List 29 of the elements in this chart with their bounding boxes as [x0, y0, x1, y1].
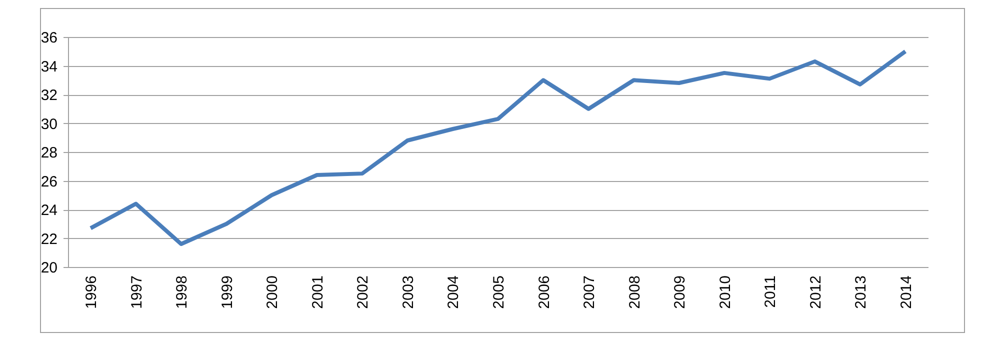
x-tick-label: 2014	[898, 276, 915, 309]
y-tick-label: 20	[40, 260, 58, 276]
x-tick-label: 2003	[400, 276, 417, 309]
x-tick-label: 2004	[445, 276, 462, 309]
x-tick-label: 2012	[807, 276, 824, 309]
y-tick-label: 28	[40, 144, 58, 162]
x-tick-label: 1999	[218, 276, 236, 309]
y-tick-label: 34	[40, 58, 58, 76]
x-tick-label: 1998	[174, 276, 191, 309]
x-tick-label: 2006	[536, 276, 553, 309]
x-tick-label: 2005	[490, 276, 508, 309]
x-tick-label: 2010	[716, 276, 734, 309]
y-tick-label: 24	[40, 202, 58, 219]
y-tick-label: 26	[40, 173, 58, 190]
x-tick-label: 2007	[581, 276, 598, 309]
y-tick-label: 32	[40, 87, 58, 104]
x-tick-label: 2011	[762, 276, 780, 308]
x-tick-label: 1997	[128, 276, 146, 309]
x-tick-label: 2008	[626, 276, 644, 309]
y-tick-label: 22	[40, 230, 58, 248]
y-tick-label: 36	[40, 30, 58, 46]
x-tick-label: 2009	[672, 276, 689, 309]
x-tick-label: 2013	[852, 276, 870, 309]
x-tick-label: 2000	[264, 276, 282, 309]
y-tick-label: 30	[40, 116, 58, 133]
x-tick-label: 1996	[83, 276, 100, 309]
x-tick-label: 2002	[354, 276, 372, 309]
x-tick-label: 2001	[309, 276, 326, 309]
line-series	[88, 49, 908, 246]
